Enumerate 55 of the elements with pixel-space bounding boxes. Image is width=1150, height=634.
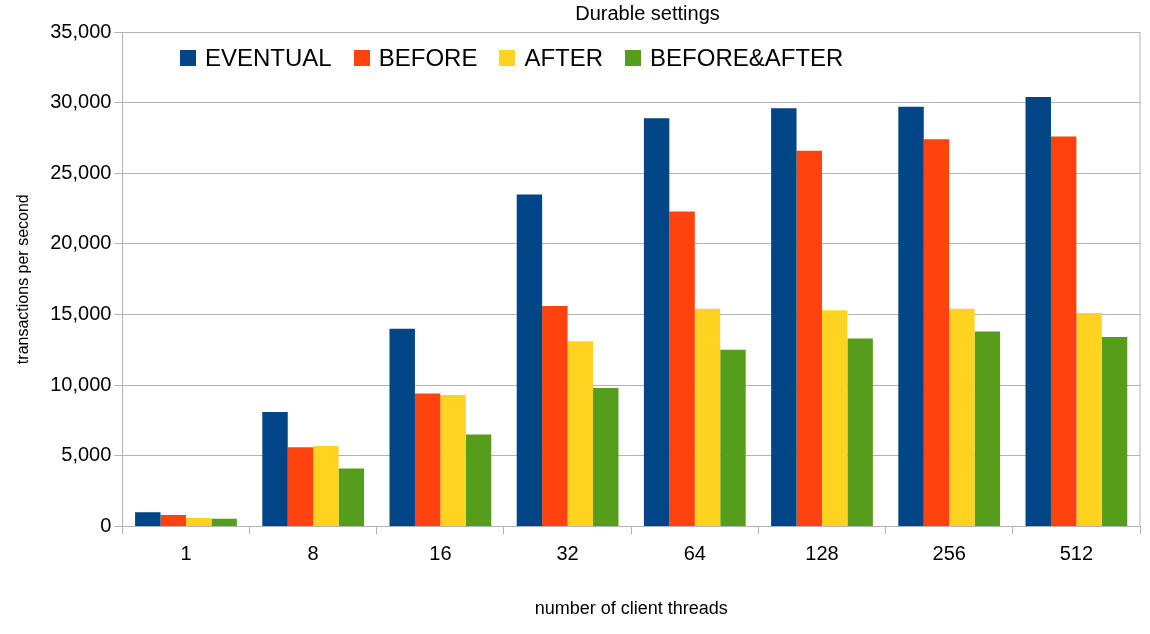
bar (898, 106, 924, 526)
bar (211, 518, 237, 526)
x-tick-label: 1 (180, 541, 192, 564)
bar (669, 211, 695, 526)
bar (160, 515, 186, 526)
bar (694, 308, 721, 526)
y-tick-label: 20,000 (50, 231, 112, 254)
legend-label: BEFORE (377, 44, 478, 72)
bar (185, 517, 212, 526)
bar (771, 108, 797, 526)
legend-label: EVENTUAL (204, 44, 332, 72)
bar (1076, 313, 1102, 526)
bar (516, 194, 543, 526)
bar (440, 395, 466, 526)
y-tick-label: 30,000 (50, 90, 112, 113)
bar (389, 328, 415, 526)
bar (414, 393, 441, 526)
x-tick-label: 64 (683, 541, 706, 564)
x-tick-label: 8 (307, 541, 319, 564)
x-tick-label: 512 (1059, 541, 1094, 564)
y-tick-label: 0 (100, 513, 112, 536)
bar (542, 306, 568, 526)
y-tick-label: 35,000 (50, 19, 112, 42)
legend-label: AFTER (523, 44, 604, 72)
y-tick-label: 15,000 (50, 302, 112, 325)
bar (720, 349, 746, 526)
y-tick-label: 10,000 (50, 372, 112, 395)
bar (1101, 337, 1128, 526)
bar (796, 150, 822, 526)
x-tick-label: 256 (932, 541, 966, 564)
bar (593, 387, 619, 526)
bar (338, 468, 365, 526)
bar (949, 308, 975, 526)
bar (974, 331, 1001, 526)
bar (847, 338, 873, 526)
bar (567, 341, 594, 526)
bar (135, 512, 161, 526)
bar (262, 411, 288, 526)
bar (643, 118, 670, 526)
bar (1025, 96, 1051, 526)
bar (287, 447, 314, 526)
y-axis-title: transactions per second (14, 194, 32, 365)
x-tick-label: 32 (556, 541, 579, 564)
bar (465, 434, 492, 526)
legend-label: BEFORE&AFTER (649, 44, 844, 72)
y-tick-label: 5,000 (61, 443, 112, 466)
bar (1050, 136, 1077, 526)
chart-title: Durable settings (574, 2, 721, 25)
y-tick-label: 25,000 (50, 160, 112, 183)
bar (821, 310, 848, 526)
bar (923, 139, 950, 526)
x-axis-title: number of client threads (534, 598, 728, 619)
bar (313, 445, 339, 526)
x-tick-label: 16 (429, 541, 452, 564)
x-tick-label: 128 (805, 541, 839, 564)
